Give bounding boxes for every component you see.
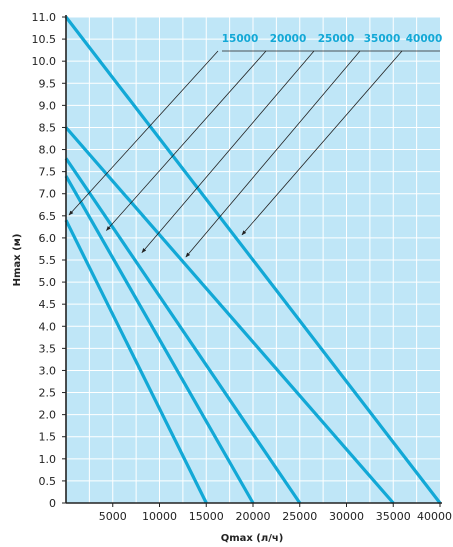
- x-tick-label: 40000: [417, 510, 452, 523]
- legend-label-35000: 35000: [364, 33, 401, 45]
- x-tick-label: 35000: [376, 510, 411, 523]
- y-tick-label: 0: [49, 497, 56, 510]
- y-tick-label: 10.0: [32, 55, 57, 68]
- x-axis-title: Qmax (л/ч): [221, 533, 284, 544]
- legend-label-25000: 25000: [318, 33, 355, 45]
- x-tick-label: 5000: [99, 510, 127, 523]
- legend: 15000 20000 25000 35000 40000: [222, 33, 443, 45]
- legend-pointer-15000: [68, 50, 219, 216]
- x-tick-labels: 5000 10000 15000 20000 25000 30000 35000 40000: [99, 510, 452, 523]
- y-tick-label: 3.5: [39, 342, 57, 355]
- y-tick-label: 6.5: [39, 210, 57, 223]
- x-tick-label: 15000: [189, 510, 224, 523]
- y-tick-label: 8.0: [39, 144, 57, 157]
- legend-pointer-35000: [185, 50, 361, 258]
- legend-pointer-40000: [241, 50, 403, 236]
- legend-pointers: [68, 50, 440, 258]
- x-tick-label: 25000: [282, 510, 317, 523]
- x-tick-label: 30000: [329, 510, 364, 523]
- y-tick-label: 10.5: [32, 33, 57, 46]
- axes: [62, 15, 442, 507]
- series-line-40000: [64, 16, 442, 504]
- y-tick-label: 1.5: [39, 431, 57, 444]
- y-tick-label: 6.0: [39, 232, 57, 245]
- y-tick-label: 7.5: [39, 166, 57, 179]
- y-tick-label: 9.0: [39, 99, 57, 112]
- y-tick-label: 1.0: [39, 453, 57, 466]
- y-tick-label: 4.0: [39, 320, 57, 333]
- series-line-25000: [64, 157, 302, 504]
- legend-label-20000: 20000: [270, 33, 307, 45]
- y-tick-label: 9.5: [39, 77, 57, 90]
- y-tick-label: 0.5: [39, 475, 57, 488]
- y-tick-label: 7.0: [39, 188, 57, 201]
- y-tick-labels: 0 0.5 1.0 1.5 2.0 2.5 3.0 3.5 4.0 4.5 5.0 5.5 6.0 6.5…: [32, 11, 57, 510]
- series-line-20000: [64, 175, 255, 504]
- x-tick-label: 20000: [236, 510, 271, 523]
- y-axis-title: Hmax (м): [12, 234, 23, 287]
- y-tick-label: 2.0: [39, 409, 57, 422]
- series-lines: [64, 16, 442, 505]
- y-tick-label: 5.5: [39, 254, 57, 267]
- grid: [66, 16, 440, 503]
- y-tick-label: 3.0: [39, 364, 57, 377]
- x-tick-label: 10000: [142, 510, 177, 523]
- y-tick-label: 11.0: [32, 11, 57, 24]
- y-tick-label: 4.5: [39, 298, 57, 311]
- series-line-35000: [64, 126, 395, 505]
- legend-label-40000: 40000: [406, 33, 443, 45]
- series-line-15000: [64, 219, 208, 504]
- y-tick-label: 5.0: [39, 276, 57, 289]
- legend-pointer-20000: [106, 50, 267, 231]
- legend-pointer-25000: [141, 50, 315, 253]
- legend-label-15000: 15000: [222, 33, 259, 45]
- y-tick-label: 2.5: [39, 387, 57, 400]
- y-tick-label: 8.5: [39, 121, 57, 134]
